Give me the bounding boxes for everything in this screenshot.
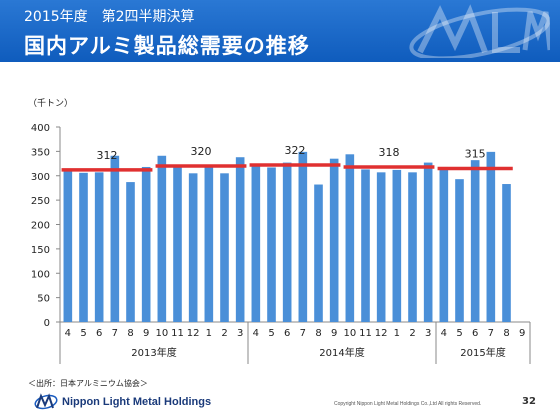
- x-tick-label: 1: [206, 328, 212, 339]
- y-tick-label: 350: [31, 147, 50, 158]
- bar: [361, 169, 370, 322]
- average-label: 320: [191, 145, 212, 158]
- y-tick-label: 150: [31, 245, 50, 256]
- source-note: ＜出所：日本アルミニウム協会＞: [28, 379, 148, 388]
- bar: [455, 179, 464, 322]
- bar: [345, 154, 355, 322]
- average-label: 318: [379, 146, 400, 159]
- x-tick-label: 4: [65, 328, 71, 339]
- bar: [251, 163, 261, 322]
- average-label: 312: [97, 149, 118, 162]
- x-tick-label: 2: [409, 328, 415, 339]
- year-group-label: 2014年度: [319, 346, 364, 359]
- bar: [298, 151, 308, 322]
- bar: [173, 166, 182, 322]
- x-tick-label: 6: [284, 328, 290, 339]
- x-tick-label: 4: [253, 328, 259, 339]
- y-tick-label: 0: [44, 318, 50, 329]
- bar: [267, 167, 276, 322]
- fiscal-period-label: 2015年度 第2四半期決算: [24, 9, 195, 25]
- copyright-text: Copyright Nippon Light Metal Holdings Co…: [334, 401, 482, 407]
- x-tick-label: 2: [221, 328, 227, 339]
- bar: [314, 184, 323, 322]
- y-tick-label: 300: [31, 172, 50, 183]
- bar: [502, 184, 511, 322]
- y-tick-label: 100: [31, 269, 50, 280]
- x-tick-label: 12: [375, 328, 388, 339]
- x-tick-label: 10: [343, 328, 356, 339]
- nlm-logo-icon: [34, 393, 58, 410]
- x-tick-label: 11: [359, 328, 372, 339]
- bar: [439, 166, 449, 322]
- x-tick-label: 7: [112, 328, 118, 339]
- bar: [470, 160, 480, 322]
- bar: [376, 172, 386, 322]
- bar: [79, 172, 88, 322]
- x-tick-label: 9: [519, 328, 525, 339]
- average-label: 322: [285, 144, 306, 157]
- bar: [329, 158, 339, 322]
- bar: [110, 155, 120, 322]
- x-tick-label: 7: [488, 328, 494, 339]
- bar: [282, 162, 292, 322]
- bar: [126, 182, 135, 322]
- bar: [392, 169, 402, 322]
- bar: [235, 157, 245, 322]
- y-tick-label: 400: [31, 123, 50, 134]
- x-tick-label: 6: [472, 328, 478, 339]
- x-tick-label: 8: [315, 328, 321, 339]
- x-tick-label: 3: [237, 328, 243, 339]
- bar: [423, 162, 433, 322]
- bar: [486, 151, 496, 322]
- x-tick-label: 9: [331, 328, 337, 339]
- x-tick-label: 9: [143, 328, 149, 339]
- bar: [141, 166, 151, 322]
- slide-header: 2015年度 第2四半期決算 国内アルミ製品総需要の推移: [0, 0, 560, 62]
- slide-title: 国内アルミ製品総需要の推移: [24, 34, 310, 58]
- y-unit-label: （千トン）: [28, 98, 73, 109]
- average-label: 315: [465, 147, 486, 160]
- bar: [157, 155, 167, 322]
- nlm-watermark-logo-icon: [409, 4, 550, 58]
- x-tick-label: 1: [394, 328, 400, 339]
- bar: [220, 173, 229, 322]
- x-tick-label: 12: [187, 328, 200, 339]
- bar: [188, 173, 198, 322]
- page-number: 32: [522, 396, 536, 407]
- x-tick-label: 10: [155, 328, 168, 339]
- x-tick-label: 8: [127, 328, 133, 339]
- year-group-label: 2013年度: [131, 346, 176, 359]
- company-name: Nippon Light Metal Holdings: [62, 396, 212, 408]
- x-tick-label: 8: [503, 328, 509, 339]
- x-tick-label: 6: [96, 328, 102, 339]
- x-tick-label: 5: [456, 328, 462, 339]
- x-tick-label: 4: [441, 328, 447, 339]
- x-tick-label: 11: [171, 328, 184, 339]
- bar: [204, 166, 214, 322]
- year-group-label: 2015年度: [460, 346, 505, 359]
- y-tick-label: 200: [31, 221, 50, 232]
- x-tick-label: 5: [80, 328, 86, 339]
- bar: [94, 172, 104, 322]
- y-tick-label: 50: [37, 294, 50, 305]
- x-tick-label: 3: [425, 328, 431, 339]
- bar: [408, 172, 417, 322]
- y-tick-label: 250: [31, 196, 50, 207]
- bar: [63, 169, 73, 322]
- x-tick-label: 7: [300, 328, 306, 339]
- x-tick-label: 5: [268, 328, 274, 339]
